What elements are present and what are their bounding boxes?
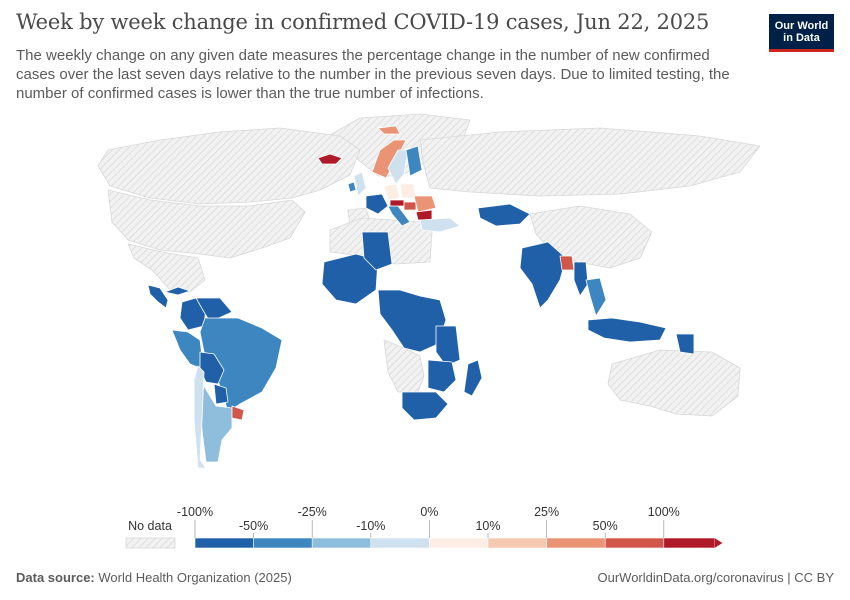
region-west-africa[interactable]: West Africa [321,253,379,305]
legend-bin-8[interactable] [663,537,715,549]
legend-bin-1[interactable] [253,537,313,549]
region-norway[interactable]: Norway [371,139,407,179]
logo-line-2: in Data [783,32,820,44]
region-kazakhstan[interactable]: Kazakhstan [477,203,531,227]
legend-upper-tick: -25% [298,505,327,519]
region-south-africa[interactable]: South Africa [401,391,449,421]
legend-lower-tick: 50% [593,519,618,533]
region-united-states[interactable]: United States [107,189,306,259]
region-cuba[interactable]: Cuba [164,286,191,296]
legend-lower-tick: 10% [475,519,500,533]
legend: No data -100% -25% 0% 25% 100% -50% -10% 10% 50% [125,505,723,549]
source-url[interactable]: OurWorldinData.org/coronavirus | CC BY [597,570,834,585]
region-turkey[interactable]: Turkey [419,217,461,233]
region-iceland[interactable]: Iceland [317,153,343,165]
region-brazil[interactable]: Brazil [199,317,283,413]
logo-line-1: Our World [774,20,829,32]
data-source-value: World Health Organization (2025) [98,570,292,585]
region-mexico[interactable]: Mexico [127,243,206,293]
chart-subtitle: The weekly change on any given date meas… [16,47,730,102]
region-india[interactable]: India [519,241,567,309]
region-bangladesh[interactable]: Bangladesh [559,255,575,271]
region-sweden[interactable]: Sweden [387,149,409,185]
region-poland[interactable]: Poland [399,183,417,199]
legend-upper-tick: -100% [177,505,213,519]
region-chad[interactable]: Chad [361,231,393,271]
legend-bin-2[interactable] [311,537,372,549]
world-map[interactable]: GreenlandCanadaUnited StatesMexicoSpainR… [0,112,850,497]
region-peru[interactable]: Peru [171,329,203,369]
region-central-america[interactable]: Central America [147,284,169,309]
region-canada[interactable]: Canada [97,127,361,205]
region-finland[interactable]: Finland [405,145,423,177]
region-papua-new-guinea[interactable]: Papua New Guinea [675,333,695,355]
legend-no-data-label: No data [128,519,172,533]
region-hungary[interactable]: Hungary [403,201,417,211]
region-myanmar[interactable]: Myanmar [573,261,589,297]
legend-bin-5[interactable] [487,537,547,549]
region-uruguay[interactable]: Uruguay [231,405,245,421]
legend-bin-4[interactable] [429,537,489,549]
legend-upper-tick: 0% [420,505,438,519]
region-mozambique[interactable]: Mozambique [427,359,457,393]
legend-lower-tick: -10% [356,519,385,533]
region-russia[interactable]: Russia [419,127,761,197]
chart-title: Week by week change in confirmed COVID-1… [16,10,710,34]
legend-bin-3[interactable] [370,537,430,549]
region-germany[interactable]: Germany [383,183,401,201]
region-angola-namibia[interactable]: Angola/Namibia [383,339,425,393]
region-austria[interactable]: Austria [389,199,405,207]
legend-no-data-swatch [125,537,176,549]
region-tanzania[interactable]: Tanzania [435,325,461,367]
owid-logo[interactable]: Our World in Data [769,14,834,52]
region-australia[interactable]: Australia [607,349,741,417]
data-source: Data source: World Health Organization (… [16,570,292,585]
region-bulgaria[interactable]: Bulgaria [415,209,433,221]
region-ireland[interactable]: Ireland [347,181,357,193]
region-venezuela[interactable]: Venezuela [195,297,233,323]
legend-upper-tick: 25% [534,505,559,519]
legend-bin-6[interactable] [546,537,606,549]
region-france[interactable]: France [365,193,389,215]
region-romania[interactable]: Romania [413,195,437,213]
legend-bin-7[interactable] [604,537,665,549]
legend-upper-tick: 100% [648,505,680,519]
legend-bin-0[interactable] [194,537,254,549]
region-madagascar[interactable]: Madagascar [463,359,483,397]
region-united-kingdom[interactable]: United Kingdom [353,171,367,197]
region-thailand[interactable]: Thailand [585,277,607,317]
region-indonesia[interactable]: Indonesia [587,317,667,343]
region-svalbard[interactable]: Svalbard [377,125,401,135]
legend-lower-tick: -50% [239,519,268,533]
data-source-label: Data source: [16,570,95,585]
legend-arrow [714,538,723,548]
region-chile[interactable]: Chile [193,365,207,469]
region-paraguay[interactable]: Paraguay [213,383,229,405]
